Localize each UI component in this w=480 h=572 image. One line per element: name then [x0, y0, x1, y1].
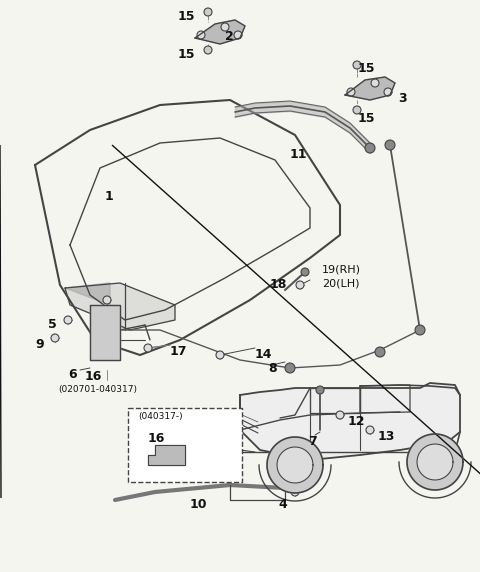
Circle shape [301, 268, 309, 276]
Text: 7: 7 [308, 435, 317, 448]
Text: 20(LH): 20(LH) [322, 278, 360, 288]
Text: 14: 14 [255, 348, 273, 361]
Circle shape [415, 325, 425, 335]
Text: 12: 12 [348, 415, 365, 428]
Text: (020701-040317): (020701-040317) [58, 385, 137, 394]
Text: 9: 9 [35, 338, 44, 351]
Circle shape [216, 351, 224, 359]
Circle shape [353, 61, 361, 69]
Circle shape [291, 488, 299, 496]
Circle shape [371, 79, 379, 87]
Circle shape [365, 143, 375, 153]
Circle shape [366, 426, 374, 434]
Circle shape [375, 347, 385, 357]
Text: 2: 2 [225, 30, 234, 43]
Circle shape [385, 140, 395, 150]
Polygon shape [112, 145, 480, 494]
Circle shape [296, 281, 304, 289]
Text: 3: 3 [398, 92, 407, 105]
Text: 17: 17 [170, 345, 188, 358]
Polygon shape [417, 444, 453, 480]
Circle shape [234, 31, 242, 39]
Circle shape [285, 363, 295, 373]
Circle shape [204, 8, 212, 16]
Polygon shape [267, 437, 323, 493]
Polygon shape [240, 383, 460, 460]
Text: 6: 6 [68, 368, 77, 381]
Circle shape [51, 334, 59, 342]
Text: 18: 18 [270, 278, 288, 291]
Text: 16: 16 [148, 432, 166, 445]
Text: 15: 15 [358, 112, 375, 125]
Polygon shape [277, 447, 313, 483]
Text: 10: 10 [190, 498, 207, 511]
Text: 15: 15 [178, 48, 195, 61]
Circle shape [336, 411, 344, 419]
Polygon shape [65, 283, 175, 330]
Text: 19(RH): 19(RH) [322, 265, 361, 275]
Text: 4: 4 [278, 498, 287, 511]
Circle shape [149, 462, 155, 468]
FancyBboxPatch shape [128, 408, 242, 482]
Circle shape [64, 316, 72, 324]
Text: 15: 15 [358, 62, 375, 75]
Polygon shape [195, 20, 245, 44]
Polygon shape [65, 283, 110, 305]
Text: 15: 15 [178, 10, 195, 23]
Text: 16: 16 [85, 370, 102, 383]
Polygon shape [0, 145, 1, 498]
Text: 13: 13 [378, 430, 396, 443]
Polygon shape [148, 445, 185, 465]
Polygon shape [407, 434, 463, 490]
Circle shape [384, 88, 392, 96]
Circle shape [103, 296, 111, 304]
Text: 5: 5 [48, 318, 57, 331]
Circle shape [353, 106, 361, 114]
Polygon shape [345, 77, 395, 100]
Polygon shape [90, 305, 120, 360]
Text: 11: 11 [290, 148, 308, 161]
Circle shape [204, 46, 212, 54]
Circle shape [316, 386, 324, 394]
Circle shape [144, 344, 152, 352]
Circle shape [197, 31, 205, 39]
Circle shape [347, 88, 355, 96]
Text: 8: 8 [268, 362, 276, 375]
Circle shape [221, 23, 229, 31]
Text: 1: 1 [105, 190, 114, 203]
Text: (040317-): (040317-) [138, 412, 182, 421]
